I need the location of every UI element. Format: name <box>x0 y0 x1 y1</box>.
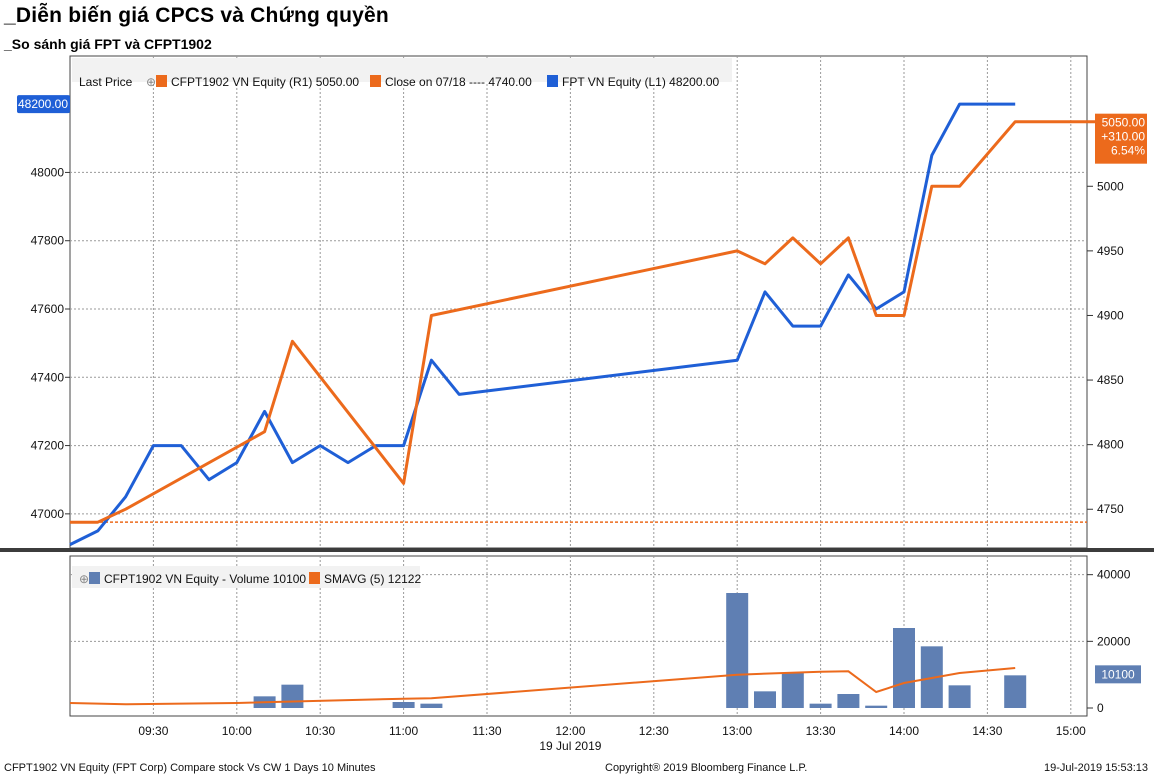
volume-legend-pin-icon: ⊕ <box>79 572 89 586</box>
sma-line <box>69 667 1016 706</box>
footer-timestamp: 19-Jul-2019 15:53:13 <box>1044 762 1148 774</box>
left-tick-label: 48000 <box>31 165 65 179</box>
x-tick-label: 10:30 <box>305 724 335 738</box>
volume-bar <box>726 593 749 708</box>
volume-legend-swatch <box>309 572 320 584</box>
right-tick-label: 5000 <box>1097 179 1124 193</box>
right-tick-label: 4900 <box>1097 308 1124 322</box>
volume-tick-label: 20000 <box>1097 634 1131 648</box>
legend-pin-icon: ⊕ <box>146 75 156 89</box>
footer-description: CFPT1902 VN Equity (FPT Corp) Compare st… <box>4 762 376 774</box>
volume-bar <box>948 685 971 708</box>
right-tick-label: 4950 <box>1097 244 1124 258</box>
right-last-value-text: 5050.00 <box>1102 116 1146 130</box>
x-tick-label: 10:00 <box>222 724 252 738</box>
volume-bar <box>420 703 443 708</box>
right-tick-label: 4750 <box>1097 502 1124 516</box>
x-tick-label: 15:00 <box>1056 724 1086 738</box>
x-tick-label: 13:30 <box>806 724 836 738</box>
volume-bar <box>392 702 415 708</box>
x-tick-label: 12:30 <box>639 724 669 738</box>
volume-last-value-text: 10100 <box>1101 667 1135 681</box>
legend-prefix: Last Price <box>79 75 133 89</box>
legend-swatch <box>156 75 167 87</box>
volume-legend-item-label: SMAVG (5) 12122 <box>324 572 421 586</box>
right-tick-label: 4850 <box>1097 373 1124 387</box>
volume-legend-bg <box>72 566 420 588</box>
volume-legend-item-label: CFPT1902 VN Equity - Volume 10100 <box>104 572 306 586</box>
x-tick-label: 14:00 <box>889 724 919 738</box>
right-last-value-tag <box>1095 113 1147 164</box>
left-tick-label: 47200 <box>31 439 65 453</box>
right-last-value-text: 6.54% <box>1111 144 1145 158</box>
legend-swatch <box>547 75 558 87</box>
x-tick-label: 09:30 <box>138 724 168 738</box>
volume-bar <box>865 705 888 708</box>
main-legend-bg <box>72 58 732 82</box>
page-subtitle: _So sánh giá FPT và CFPT1902 <box>4 36 212 52</box>
volume-tick-label: 0 <box>1097 701 1104 715</box>
x-tick-label: 14:30 <box>972 724 1002 738</box>
left-last-value-text: 48200.00 <box>18 97 68 111</box>
legend-swatch <box>370 75 381 87</box>
legend-item-label: FPT VN Equity (L1) 48200.00 <box>562 75 720 89</box>
x-tick-label: 12:00 <box>555 724 585 738</box>
volume-bar <box>281 684 304 708</box>
volume-bar <box>754 691 776 708</box>
volume-legend-swatch <box>89 572 100 584</box>
cfpt1902-price-line <box>70 120 1099 524</box>
volume-last-value-tag <box>1095 665 1141 684</box>
left-last-value-tag <box>17 95 70 114</box>
legend-item-label: Close on 07/18 ---- 4740.00 <box>385 75 532 89</box>
volume-bar <box>809 703 832 708</box>
x-tick-label: 13:00 <box>722 724 752 738</box>
left-tick-label: 47400 <box>31 370 65 384</box>
left-tick-label: 47600 <box>31 302 65 316</box>
left-tick-label: 47000 <box>31 507 65 521</box>
right-tick-label: 4800 <box>1097 438 1124 452</box>
footer-copyright: Copyright® 2019 Bloomberg Finance L.P. <box>605 762 808 774</box>
panel-divider <box>0 548 1154 552</box>
main-panel-frame <box>69 55 1088 549</box>
volume-bar <box>781 673 804 708</box>
x-tick-label: 11:30 <box>472 724 501 738</box>
volume-bar <box>1004 675 1027 708</box>
volume-bar <box>893 628 915 708</box>
page-title: _Diễn biến giá CPCS và Chứng quyền <box>4 4 389 27</box>
legend-item-label: CFPT1902 VN Equity (R1) 5050.00 <box>171 75 359 89</box>
left-tick-label: 47800 <box>31 234 65 248</box>
right-last-value-text: +310.00 <box>1101 130 1145 144</box>
volume-bar <box>837 694 860 708</box>
volume-tick-label: 40000 <box>1097 568 1131 582</box>
x-tick-label: 11:00 <box>389 724 418 738</box>
x-date-label: 19 Jul 2019 <box>539 739 601 753</box>
